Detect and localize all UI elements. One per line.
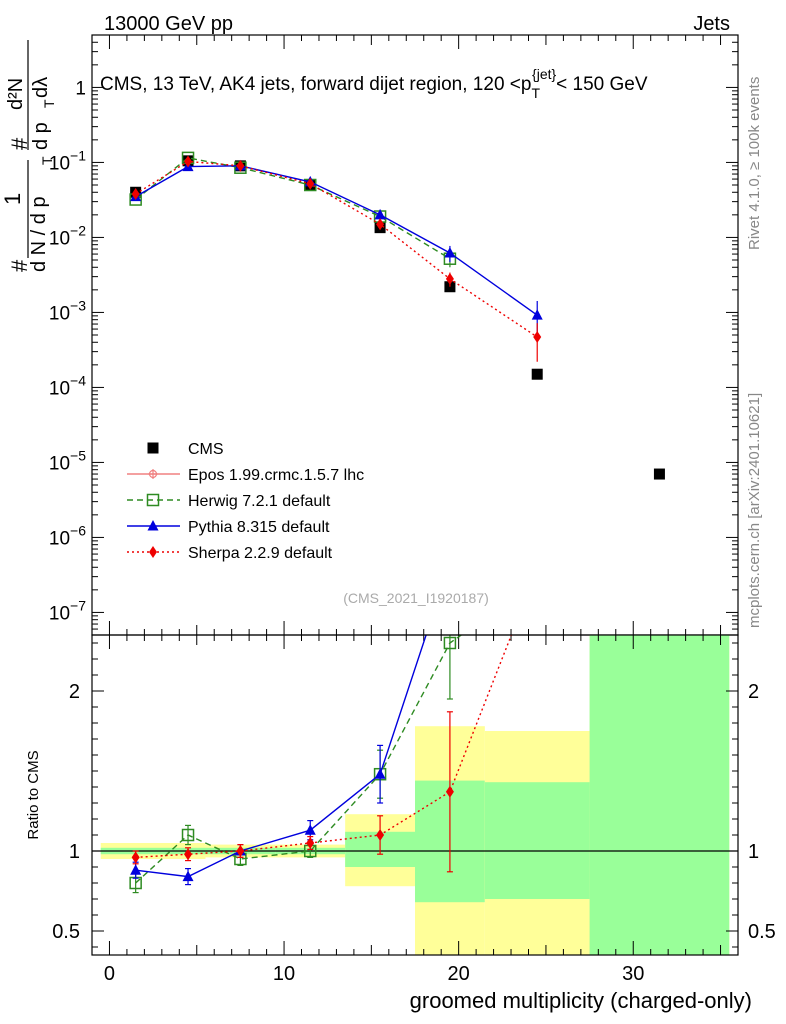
ratio-point [182,870,194,882]
ratio-y-tick-label-right: 2 [748,681,759,703]
main-ylabel: # 1 d N / d p T # d²N d p T dλ [0,40,57,272]
x-tick-label: 20 [448,963,470,985]
y-tick-label: 10−7 [49,597,86,624]
series-line [135,165,538,316]
ratio-point [374,768,386,779]
data-point [376,218,385,231]
legend: CMS Epos 1.99.crmc.1.5.7 lhc Herwig 7.2.1 … [127,441,364,562]
series-pythia [130,159,543,341]
ylabel-T-1: T [39,156,55,165]
legend-marker [147,520,159,531]
title-sup: {jet} [532,66,556,82]
rivet-version-label: Rivet 4.1.0, ≥ 100k events [746,77,763,250]
y-tick-label: 10−3 [49,297,86,324]
ratio-frame [91,634,739,956]
data-point [531,309,543,320]
legend-marker [148,469,158,479]
ratio-point [130,864,142,875]
ylabel-d2N: d²N [5,78,27,110]
data-point [653,468,665,480]
main-panel: (CMS_2021_I1920187) 10−7 10−6 10−5 10−4 10−3… [49,34,739,636]
data-point [236,159,245,172]
ylabel-hash-2: # [7,137,32,150]
title-p: p [521,74,532,95]
legend-item-pythia: Pythia 8.315 default [127,519,330,536]
ratio-series-group [129,635,513,894]
ratio-point [376,829,385,841]
ratio-y-tick-label: 0.5 [52,921,80,943]
x-axis-label: groomed multiplicity (charged-only) [410,988,752,1013]
legend-item-herwig: Herwig 7.2.1 default [127,493,331,510]
y-tick-label: 1 [75,78,86,99]
ratio-point [181,828,195,842]
legend-label: CMS [188,441,224,458]
header-right: Jets [693,13,730,35]
ylabel-one: 1 [0,193,25,205]
x-tick-label: 30 [622,963,644,985]
analysis-watermark: (CMS_2021_I1920187) [343,590,489,606]
series-cms [130,155,665,480]
x-tick-label: 10 [273,963,295,985]
y-tick-label: 10−1 [49,147,86,174]
data-point [444,246,456,258]
ratio-point [236,845,245,857]
stat-uncertainty-band [484,782,590,899]
ratio-ylabel: Ratio to CMS [25,750,42,839]
x-tick-label: 0 [104,963,115,985]
ylabel-dp: d p [30,122,52,150]
ylabel-hash-1: # [7,259,32,272]
data-point [445,272,454,285]
data-point [531,368,543,380]
ratio-series-sherpa [131,635,513,873]
series-line [135,160,538,338]
y-tick-label: 10−4 [49,372,86,399]
legend-label: Pythia 8.315 default [188,519,330,536]
legend-item-epos: Epos 1.99.crmc.1.5.7 lhc [127,467,364,484]
legend-label: Sherpa 2.2.9 default [188,545,333,562]
data-point [131,187,140,200]
ratio-point [304,824,316,835]
series-herwig [129,151,457,268]
ratio-y-tick-label-right: 1 [748,841,759,863]
data-point [306,177,315,190]
ratio-line [135,635,427,878]
series-sherpa [131,155,542,362]
title-text-after: < 150 GeV [556,74,648,95]
series-line [135,157,451,260]
ylabel-dlambda: dλ [30,77,52,98]
title-text-before: CMS, 13 TeV, AK4 jets, forward dijet reg… [100,74,521,95]
ratio-panel: 0 10 20 30 0.5 0.5 1 1 2 2 [52,634,776,985]
legend-marker [149,546,157,558]
ratio-point [184,848,193,861]
y-tick-label: 10−6 [49,522,86,549]
data-point [533,331,542,344]
legend-label: Epos 1.99.crmc.1.5.7 lhc [188,467,364,484]
legend-item-sherpa: Sherpa 2.2.9 default [127,545,333,562]
ylabel-dN-dp: d N / d p [28,196,50,272]
legend-item-cms: CMS [147,441,224,458]
ratio-y-tick-label: 2 [69,681,80,703]
legend-marker [147,442,159,454]
header-left: 13000 GeV pp [104,13,233,35]
y-tick-label: 10−5 [49,447,86,474]
ratio-y-tick-label-right: 0.5 [748,921,776,943]
ratio-point [131,851,140,864]
data-point [374,208,386,220]
y-tick-label: 10−2 [49,222,86,249]
ratio-point [443,636,457,650]
ratio-y-tick-label: 1 [69,841,80,863]
mcplots-label: mcplots.cern.ch [arXiv:2401.10621] [746,393,763,628]
data-point [184,155,193,168]
ratio-point [306,837,315,849]
stat-uncertainty-band [589,635,730,955]
legend-label: Herwig 7.2.1 default [188,493,331,510]
legend-marker [146,493,160,507]
title-sub: T [531,85,540,101]
ylabel-T-2: T [41,99,57,108]
ratio-point [445,785,454,798]
chart-title: CMS, 13 TeV, AK4 jets, forward dijet reg… [100,66,648,101]
